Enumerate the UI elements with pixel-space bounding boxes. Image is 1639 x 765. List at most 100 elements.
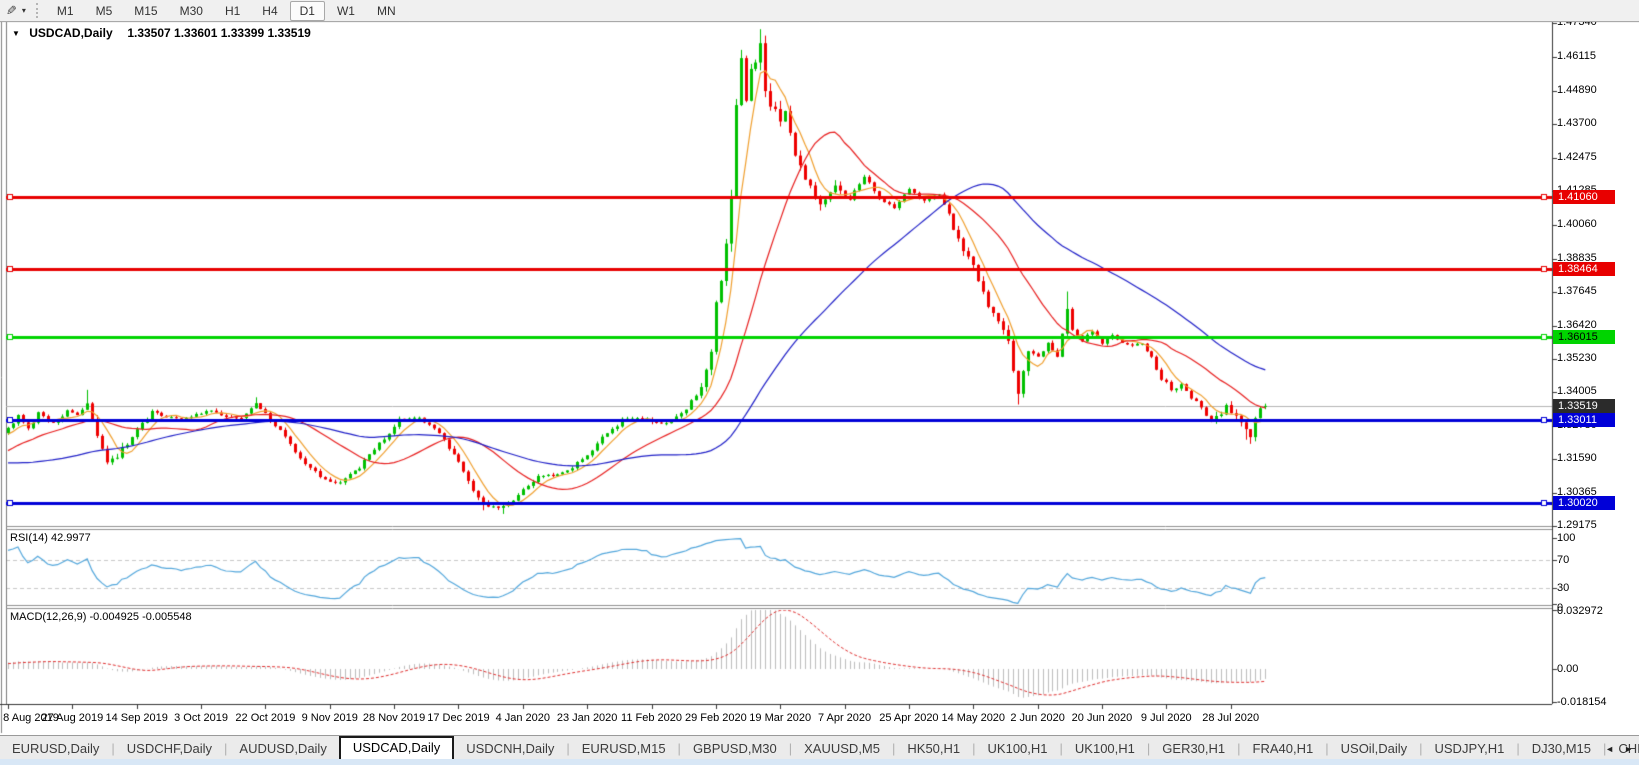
tab-separator: | <box>224 741 228 756</box>
tab-scroll-right-icon[interactable]: ► <box>1624 744 1633 754</box>
status-strip <box>0 759 1639 765</box>
hline-price-badge: 1.33011 <box>1553 412 1615 427</box>
date-axis-label: 17 Dec 2019 <box>427 712 490 724</box>
chart-tabs: EURUSD,Daily | USDCHF,Daily | AUDUSD,Daily US… <box>0 736 1639 760</box>
timeframe-button-m15[interactable]: M15 <box>134 3 158 18</box>
price-axis-label: 1.34005 <box>1557 385 1597 398</box>
current-price-badge: 1.33519 <box>1553 398 1615 413</box>
chart-tab-usdcnh-daily[interactable]: USDCNH,Daily <box>466 741 555 756</box>
pencil-icon: ✎ <box>6 2 17 18</box>
timeframe-button-d1[interactable]: D1 <box>289 0 325 21</box>
timeframe-button-m1[interactable]: M1 <box>56 3 74 18</box>
macd-axis-label: 0.00 <box>1557 663 1579 675</box>
chart-tab-xauusd-m5[interactable]: XAUUSD,M5 <box>804 741 880 756</box>
macd-axis-label: -0.018154 <box>1557 696 1607 708</box>
hline-price-badge: 1.41060 <box>1553 190 1615 205</box>
macd-indicator-label: MACD(12,26,9) -0.004925 -0.005548 <box>10 611 192 623</box>
price-axis-label: 1.37645 <box>1557 284 1597 297</box>
chart-tab-hk50-h1[interactable]: HK50,H1 <box>907 741 961 756</box>
line-studies-icon[interactable]: ✎ ▾ <box>6 3 26 19</box>
date-axis-label: 23 Jan 2020 <box>556 712 618 724</box>
timeframe-button-h1[interactable]: H1 <box>224 3 241 18</box>
timeframe-button-mn[interactable]: MN <box>376 3 396 18</box>
hline-price-badge: 1.30020 <box>1553 495 1615 510</box>
date-axis-label: 3 Oct 2019 <box>174 712 228 724</box>
chart-title: ▼ USDCAD,Daily 1.33507 1.33601 1.33399 1… <box>12 26 311 40</box>
chart-tab-usdchf-daily[interactable]: USDCHF,Daily <box>126 741 213 756</box>
chart-tab-usdjpy-h1[interactable]: USDJPY,H1 <box>1434 741 1505 756</box>
chart-tab-eurusd-m15[interactable]: EURUSD,M15 <box>581 741 666 756</box>
timeframe-button-m5[interactable]: M5 <box>95 3 113 18</box>
date-axis-label: 14 May 2020 <box>941 712 1006 724</box>
tab-separator: | <box>788 741 793 756</box>
date-axis-label: 29 Feb 2020 <box>684 712 747 724</box>
chart-tab-ger30-h1[interactable]: GER30,H1 <box>1162 741 1226 756</box>
hline-price-badge: 1.38464 <box>1553 261 1615 276</box>
timeframe-button-m30[interactable]: M30 <box>179 3 203 18</box>
chart-tab-uk100-h1[interactable]: UK100,H1 <box>1074 741 1135 756</box>
chart-tab-eurusd-daily[interactable]: EURUSD,Daily <box>12 741 100 756</box>
tab-separator: | <box>1602 741 1607 756</box>
date-axis-label: 4 Jan 2020 <box>495 712 551 724</box>
price-axis-label: 1.43700 <box>1557 116 1597 129</box>
symbol-dropdown-icon[interactable]: ▼ <box>12 29 20 38</box>
rsi-axis-label: 0 <box>1557 602 1564 614</box>
price-axis-label: 1.40060 <box>1557 217 1597 230</box>
tab-separator: | <box>1419 741 1423 756</box>
chart-tab-usoil-daily[interactable]: USOil,Daily <box>1340 741 1408 756</box>
tab-separator: | <box>566 741 570 756</box>
price-axis-label: 1.30365 <box>1557 486 1597 499</box>
dropdown-caret-icon: ▾ <box>21 6 26 15</box>
chart-tab-uk100-h1[interactable]: UK100,H1 <box>987 741 1048 756</box>
chart-ohlc-values: 1.33507 1.33601 1.33399 1.33519 <box>127 26 311 40</box>
tab-separator: | <box>1516 741 1520 756</box>
chart-tab-audusd-daily[interactable]: AUDUSD,Daily <box>239 741 327 756</box>
price-axis-label: 1.46115 <box>1557 50 1596 63</box>
price-axis-label: 1.38835 <box>1557 251 1597 264</box>
chart-tab-usdcad-daily[interactable]: USDCAD,Daily <box>338 736 455 760</box>
tab-separator: | <box>111 741 115 756</box>
price-axis-label: 1.36420 <box>1557 318 1597 331</box>
chart-tab-dj30-m15[interactable]: DJ30,M15 <box>1531 741 1591 756</box>
chart-symbol-label: USDCAD,Daily <box>29 26 113 40</box>
price-axis-label: 1.31590 <box>1557 452 1597 465</box>
date-axis-label: 7 Apr 2020 <box>817 712 872 724</box>
date-axis-label: 9 Nov 2019 <box>301 712 358 724</box>
hline-price-badge: 1.36015 <box>1553 329 1615 344</box>
chart-tab-china300-h4[interactable]: CHINA300,H4 <box>1618 741 1639 756</box>
timeframe-button-h4[interactable]: H4 <box>262 3 278 18</box>
date-axis-label: 22 Oct 2019 <box>235 712 296 724</box>
rsi-axis-label: 30 <box>1557 582 1570 595</box>
tab-separator: | <box>892 741 896 756</box>
date-axis-label: 2 Jun 2020 <box>1010 712 1065 724</box>
date-axis-label: 19 Mar 2020 <box>749 712 812 724</box>
tab-separator: | <box>677 741 681 756</box>
tab-separator: | <box>972 741 976 756</box>
timeframe-toolbar: ✎ ▾ M1 M5 M15 M30 H1 H4 D1 W1 MN <box>0 0 1639 22</box>
chart-tab-bar: EURUSD,Daily | USDCHF,Daily | AUDUSD,Daily US… <box>0 735 1639 760</box>
price-axis-label: 1.35230 <box>1557 351 1597 364</box>
rsi-axis-label: 100 <box>1557 532 1576 544</box>
price-axis-label: 1.29175 <box>1557 519 1597 532</box>
chart-tab-fra40-h1[interactable]: FRA40,H1 <box>1252 741 1314 756</box>
date-axis-label: 14 Sep 2019 <box>105 712 168 724</box>
date-axis-label: 25 Apr 2020 <box>879 712 939 724</box>
date-axis-label: 8 Aug 2019 <box>3 712 59 724</box>
date-axis-label: 27 Aug 2019 <box>41 712 104 724</box>
price-axis-label: 1.42475 <box>1557 150 1597 163</box>
timeframe-button-w1[interactable]: W1 <box>336 3 355 18</box>
tab-separator: | <box>1146 741 1151 756</box>
macd-axis-label: 0.032972 <box>1557 605 1603 617</box>
date-axis-label: 11 Feb 2020 <box>621 712 682 724</box>
chart-tab-gbpusd-m30[interactable]: GBPUSD,M30 <box>692 741 777 756</box>
tab-scroll-left-icon[interactable]: ◄ <box>1605 744 1615 754</box>
tab-separator: | <box>1237 741 1241 756</box>
rsi-axis-label: 70 <box>1557 553 1570 566</box>
date-axis-label: 20 Jun 2020 <box>1071 712 1133 724</box>
toolbar-drag-handle[interactable] <box>35 3 38 18</box>
date-axis-label: 9 Jul 2020 <box>1140 712 1192 724</box>
date-axis-label: 28 Jul 2020 <box>1202 712 1260 724</box>
date-axis-label: 28 Nov 2019 <box>362 712 426 724</box>
